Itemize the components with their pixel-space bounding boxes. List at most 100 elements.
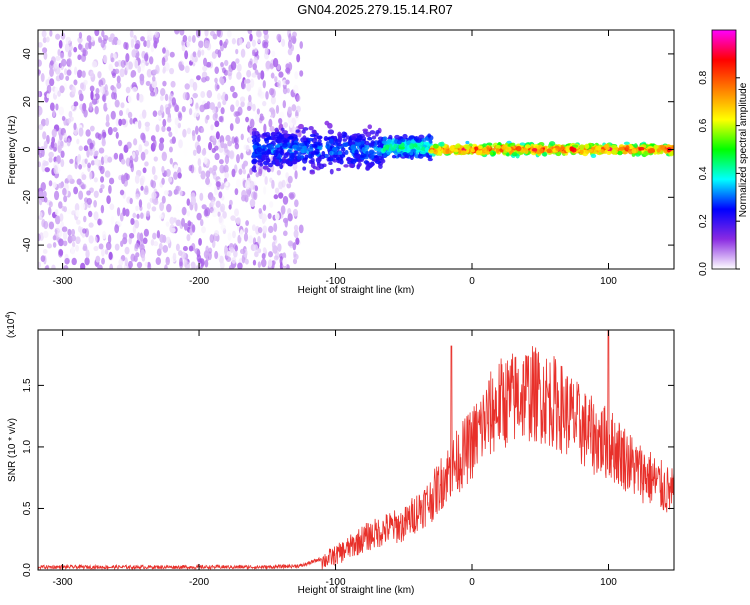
spectrogram-cell	[125, 86, 131, 94]
spectrogram-cell	[125, 208, 130, 217]
spectrogram-cell	[342, 138, 347, 142]
spectrogram-cell	[100, 204, 105, 214]
spectrogram-cell	[198, 40, 204, 49]
spectrogram-cell	[62, 231, 68, 240]
spectrogram-cell	[125, 173, 130, 181]
spectrogram-cell	[90, 160, 95, 166]
spectrogram-cell	[474, 146, 479, 151]
spectrogram-cell	[141, 254, 146, 262]
spectrogram-cell	[206, 90, 213, 99]
spectrogram-cell	[254, 185, 259, 192]
spectrogram-cell	[38, 123, 44, 131]
spectrogram-cell	[53, 61, 58, 69]
spectrogram-cell	[52, 146, 57, 152]
spectrogram-cell	[276, 138, 282, 144]
spectrogram-cell	[339, 154, 346, 158]
spectrogram-cell	[271, 241, 276, 250]
spectrogram-cell	[78, 225, 82, 233]
spectrogram-cell	[223, 164, 229, 174]
spectrogram-cell	[381, 140, 387, 145]
snr-y-ticks: 0.0 0.5 1.0 1.5	[22, 378, 674, 577]
spectrogram-cell	[186, 127, 192, 135]
spectrogram-cell	[291, 104, 297, 112]
spectrogram-cell	[38, 141, 41, 148]
spectrogram-cell	[138, 144, 143, 153]
snr-y-scale-prefix: (x10	[6, 318, 17, 338]
spectrogram-cell	[54, 208, 59, 216]
spectrogram-cell	[128, 232, 135, 239]
spectrogram-cell	[182, 35, 188, 43]
spectrogram-cell	[93, 245, 99, 252]
spectrogram-cell	[259, 162, 264, 167]
spectrogram-cell	[47, 206, 52, 216]
spectrogram-cell	[186, 210, 191, 217]
spectrogram-cell	[280, 205, 286, 215]
spectrogram-cell	[73, 122, 77, 131]
spectrogram-cell	[245, 220, 249, 227]
spectrogram-cell	[139, 175, 146, 184]
spectrogram-cell	[114, 61, 119, 68]
spectrogram-cell	[139, 232, 144, 242]
snr-x-ticks: -300 -200 -100 0 100	[53, 330, 617, 588]
spectrogram-cell	[132, 225, 137, 234]
spectrogram-cell	[326, 145, 331, 150]
spectrogram-cell	[40, 73, 45, 83]
spectrogram-cell	[274, 144, 281, 148]
spectrogram-cell	[214, 82, 219, 92]
spectrogram-cell	[152, 139, 157, 149]
spectrogram-cell	[108, 251, 113, 260]
spectrogram-cell	[263, 137, 269, 142]
spectrogram-cell	[161, 177, 165, 185]
spectrogram-cell	[38, 146, 41, 156]
spectrogram-cell	[288, 135, 294, 140]
spectrogram-cell	[287, 213, 293, 222]
spectrogram-cell	[329, 154, 334, 159]
spectrogram-cell	[489, 151, 494, 156]
spectrogram-cell	[100, 84, 104, 94]
spectrogram-cell	[344, 150, 349, 155]
spectrogram-cell	[51, 264, 56, 269]
spectrogram-cell	[285, 67, 291, 74]
spectrogram-cell	[159, 95, 164, 101]
spectrogram-cell	[409, 143, 414, 149]
spectrogram-cell	[79, 93, 84, 102]
spectrogram-cell	[179, 189, 183, 197]
spectrogram-cell	[220, 62, 224, 68]
spectrogram-cell	[208, 141, 213, 151]
spectrogram-cell	[216, 30, 221, 37]
spectrogram-cell	[187, 35, 192, 43]
spectrogram-cell	[482, 146, 487, 152]
spectrogram-cell	[80, 262, 86, 269]
spectrogram-cell	[248, 136, 253, 143]
spectrogram-cell	[70, 234, 77, 242]
spectrogram-cell	[142, 237, 148, 245]
spectrogram-cell	[76, 138, 80, 145]
spectrogram-cell	[55, 33, 61, 40]
spectrogram-cell	[183, 147, 188, 157]
spectrogram-cell	[367, 136, 373, 141]
spectrogram-cell	[145, 125, 150, 132]
spectrogram-cell	[410, 139, 416, 144]
spectrogram-cell	[110, 57, 115, 63]
colorbar-tick-label: 0.4	[698, 166, 709, 180]
spectrogram-cell	[134, 43, 140, 50]
spectrogram-cell	[329, 168, 334, 175]
spectrogram-cell	[252, 259, 257, 266]
svg-text:(x104): (x104)	[5, 311, 17, 338]
spectrogram-cell	[215, 200, 221, 208]
spectrogram-cell	[49, 102, 55, 112]
spectrogram-cell	[223, 69, 229, 76]
spectrogram-cell	[101, 30, 105, 37]
spectrogram-cell	[271, 179, 275, 190]
spectrogram-cell	[43, 230, 49, 239]
spectrogram-cell	[214, 152, 220, 161]
spectrogram-cell	[103, 154, 109, 164]
spectrogram-cell	[204, 40, 210, 48]
spectrogram-cell	[119, 212, 124, 222]
spectrogram-cell	[74, 203, 80, 212]
spectrogram-cell	[140, 151, 146, 161]
spectrogram-cell	[165, 107, 171, 115]
spectrogram-cell	[173, 164, 179, 172]
spectrogram-cell	[302, 135, 307, 142]
spectrogram-cell	[278, 71, 284, 78]
